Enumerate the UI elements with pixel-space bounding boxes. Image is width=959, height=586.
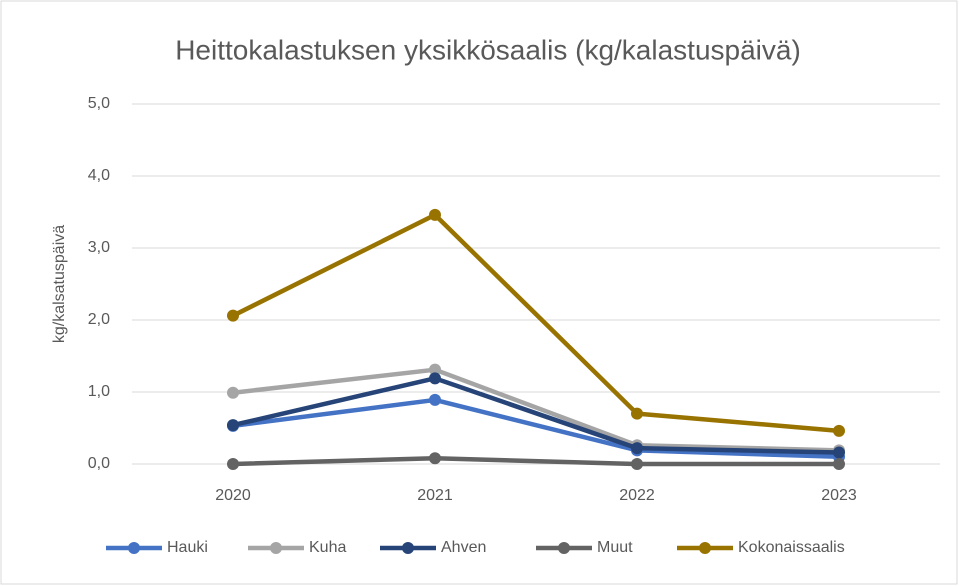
point (833, 458, 845, 470)
y-tick-label: 1,0 (88, 383, 110, 400)
chart-title: Heittokalastuksen yksikkösaalis (kg/kala… (175, 34, 801, 65)
point (429, 363, 441, 376)
series-line (232, 367, 840, 453)
legend-marker (558, 542, 570, 554)
x-tick-label: 2021 (417, 487, 453, 504)
y-axis-label: kg/kalsatuspäivä (51, 225, 68, 343)
legend-label: Ahven (441, 539, 486, 556)
x-tick-label: 2023 (821, 487, 857, 504)
point (429, 208, 441, 221)
point (429, 372, 441, 385)
point (227, 458, 239, 470)
point (429, 452, 441, 465)
legend-marker (402, 542, 414, 554)
series-line (232, 455, 839, 467)
x-tick-label: 2022 (619, 487, 655, 504)
legend-marker (699, 542, 711, 554)
y-tick-label: 3,0 (88, 239, 110, 256)
series-line (232, 376, 840, 455)
series-line (232, 397, 840, 460)
legend-label: Hauki (167, 539, 208, 556)
legend-marker (270, 542, 282, 554)
y-tick-label: 4,0 (88, 167, 110, 184)
point (631, 458, 643, 470)
point (227, 386, 239, 399)
legend-marker (128, 542, 140, 554)
legend-label: Muut (597, 539, 633, 556)
legend-label: Kuha (309, 539, 346, 556)
point (631, 442, 643, 455)
series-line (231, 212, 840, 434)
point (833, 446, 845, 459)
point (833, 424, 845, 437)
legend-label: Kokonaissaalis (738, 539, 845, 556)
point (227, 419, 239, 432)
y-tick-label: 2,0 (88, 311, 110, 328)
point (631, 407, 643, 420)
x-tick-label: 2020 (215, 487, 251, 504)
y-tick-label: 5,0 (88, 95, 110, 112)
y-tick-label: 0,0 (88, 455, 110, 472)
point (227, 309, 239, 322)
point (429, 393, 441, 406)
